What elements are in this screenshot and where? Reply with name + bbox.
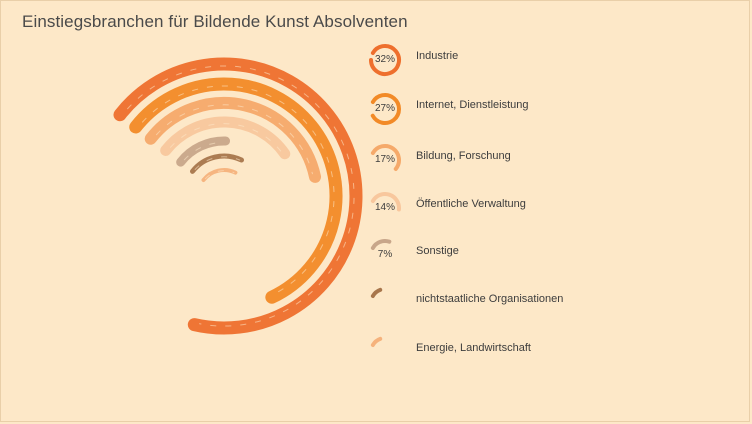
arc-texture-5 <box>183 141 224 161</box>
legend-value-5: 7% <box>377 249 393 260</box>
legend-label-1: Industrie <box>416 50 459 62</box>
legend-ring-2 <box>370 93 401 125</box>
legend-ring-6 <box>370 287 383 298</box>
legend-value-3: 17% <box>374 154 395 165</box>
legend-ring-1 <box>369 44 401 76</box>
legend-label-5: Sonstige <box>416 245 459 257</box>
arc-texture-1 <box>126 65 355 327</box>
legend-ring-5 <box>370 239 392 250</box>
arc-3 <box>144 97 322 183</box>
legend-value-2: 27% <box>374 103 395 114</box>
arc-2 <box>129 77 343 304</box>
legend-ring-3 <box>370 144 401 171</box>
legend-label-4: Öffentliche Verwaltung <box>416 198 526 210</box>
arc-texture-7 <box>204 170 235 180</box>
arc-texture-4 <box>169 123 283 153</box>
arc-6 <box>189 153 245 174</box>
arc-texture-3 <box>155 104 314 175</box>
legend-ring-7 <box>370 336 383 347</box>
chart-title: Einstiegsbranchen für Bildende Kunst Abs… <box>22 12 408 31</box>
arc-1 <box>113 57 363 335</box>
legend-value-1: 32% <box>374 54 395 65</box>
arc-7 <box>201 168 238 182</box>
legend-value-4: 14% <box>374 202 395 213</box>
legend-label-2: Internet, Dienstleistung <box>416 99 529 111</box>
legend-ring-4 <box>370 192 401 212</box>
arc-4 <box>160 116 291 160</box>
arc-texture-6 <box>194 156 241 171</box>
legend-label-7: Energie, Landwirtschaft <box>416 342 531 354</box>
arc-5 <box>176 136 231 167</box>
legend-label-3: Bildung, Forschung <box>416 150 511 162</box>
legend-label-6: nichtstaatliche Organisationen <box>416 293 564 305</box>
